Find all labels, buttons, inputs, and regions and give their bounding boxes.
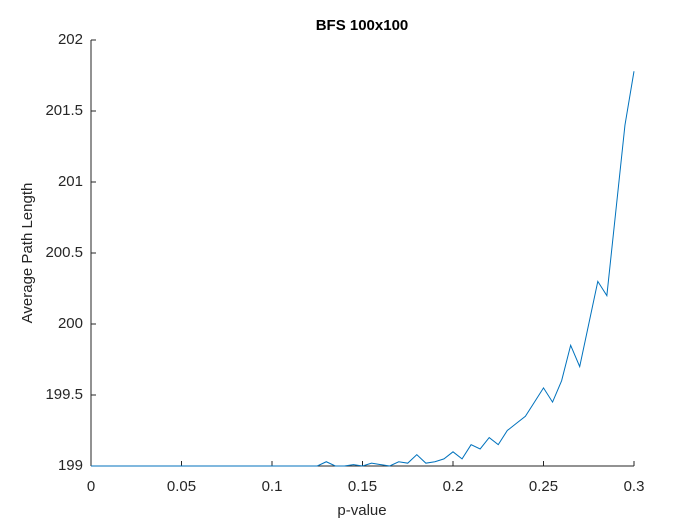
x-tick-label: 0.05 (167, 478, 196, 495)
x-tick-label: 0.2 (443, 478, 464, 495)
y-tick-label: 199 (58, 457, 83, 474)
x-tick-label: 0.1 (262, 478, 283, 495)
x-tick-label: 0 (87, 478, 95, 495)
y-tick-label: 201 (58, 173, 83, 190)
x-tick-label: 0.25 (529, 478, 558, 495)
y-tick-label: 202 (58, 31, 83, 48)
y-tick-label: 201.5 (45, 102, 83, 119)
y-tick-label: 200.5 (45, 244, 83, 261)
data-line (91, 71, 635, 467)
y-tick-label: 200 (58, 315, 83, 332)
y-tick-label: 199.5 (45, 386, 83, 403)
chart-title: BFS 100x100 (316, 17, 409, 34)
y-axis-label: Average Path Length (19, 183, 36, 324)
x-tick-label: 0.15 (348, 478, 377, 495)
x-axis-label: p-value (337, 502, 386, 519)
x-tick-label: 0.3 (624, 478, 645, 495)
